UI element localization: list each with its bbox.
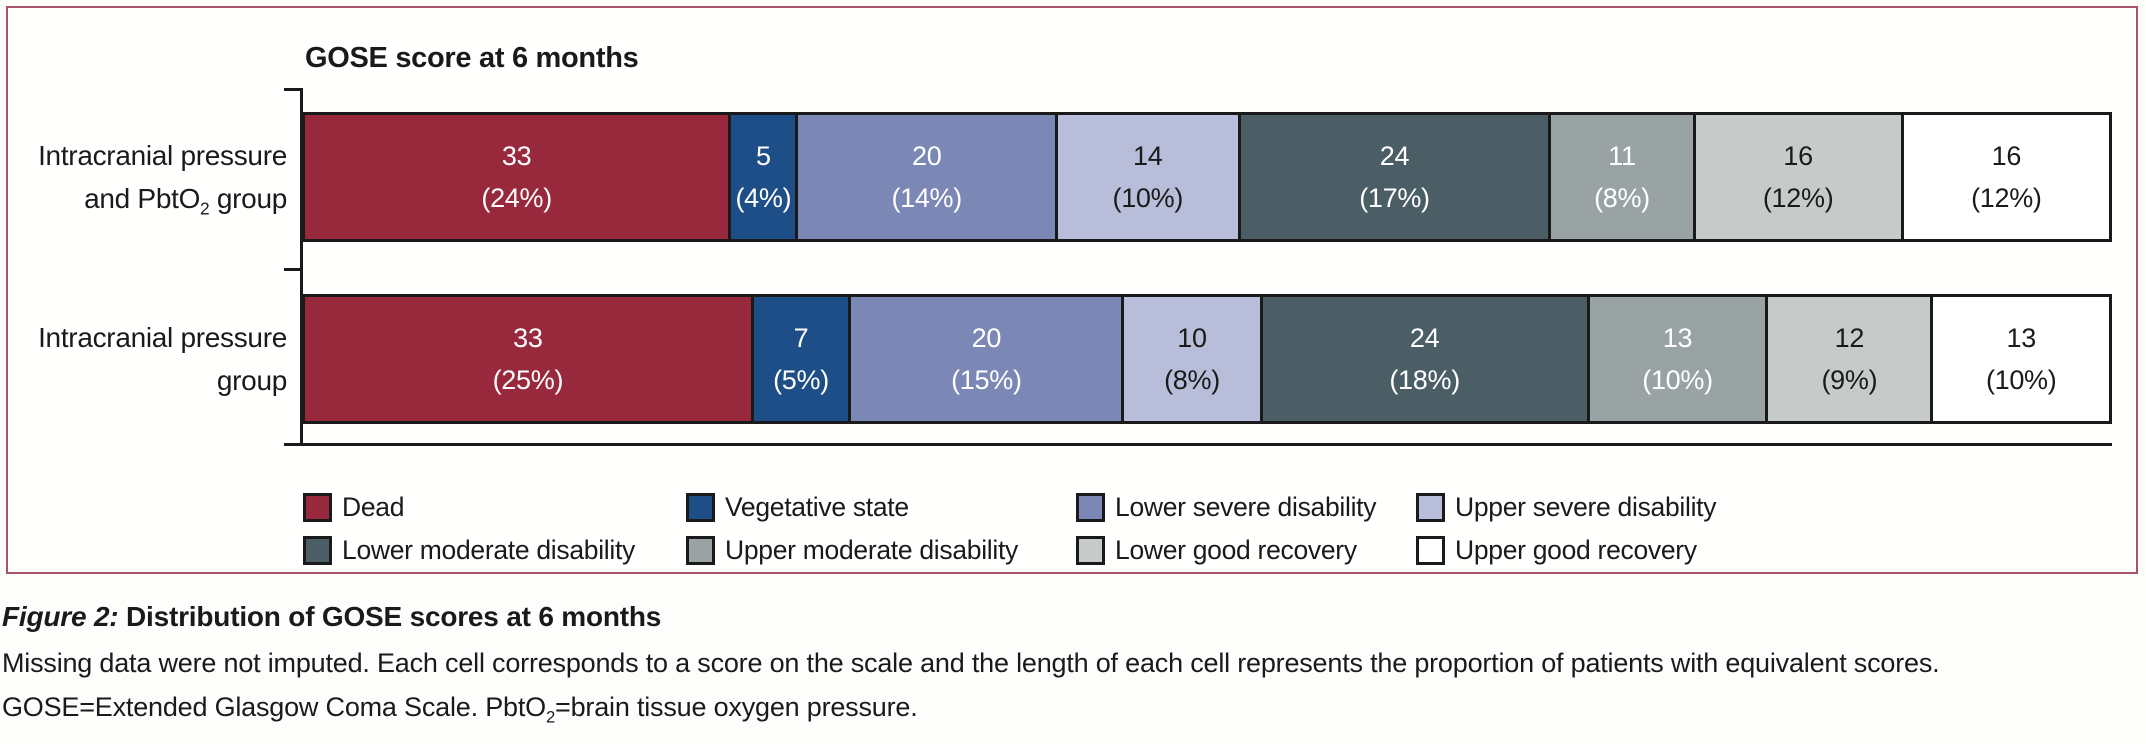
legend-swatch xyxy=(1076,493,1105,522)
legend-swatch xyxy=(686,536,715,565)
subscript: 2 xyxy=(200,198,210,219)
bar-segment-vegetative-state: 7 (5%) xyxy=(750,297,849,421)
segment-percent: (12%) xyxy=(1971,183,2042,213)
segment-count: 12 xyxy=(1834,323,1865,353)
segment-count: 24 xyxy=(1409,323,1440,353)
bar-segment-upper-moderate-disability: 11 (8%) xyxy=(1548,115,1693,239)
x-axis-baseline xyxy=(284,443,2112,446)
bar-segment-upper-moderate-disability: 13 (10%) xyxy=(1586,297,1766,421)
bar-row-label: Intracranial pressure and PbtO2 group xyxy=(8,134,287,220)
segment-count: 10 xyxy=(1177,323,1207,353)
caption-abbreviations: GOSE=Extended Glasgow Coma Scale. PbtO2=… xyxy=(2,692,918,727)
segment-percent: (18%) xyxy=(1389,365,1460,395)
stacked-bar-row: 33 (24%) 5 (4%) 20 (14%) 14 (10%) 24 (17%) 11 (8%) 1… xyxy=(302,112,2112,242)
segment-percent: (10%) xyxy=(1985,365,2057,395)
segment-percent: (10%) xyxy=(1112,183,1184,213)
legend-label: Upper moderate disability xyxy=(725,535,1018,565)
legend-swatch xyxy=(1416,536,1445,565)
row-label-line: and PbtO2 group xyxy=(84,183,287,219)
bar-segment-vegetative-state: 5 (4%) xyxy=(728,115,796,239)
legend-label: Lower moderate disability xyxy=(342,535,635,565)
y-axis-line xyxy=(300,88,303,446)
bar-segment-lower-moderate-disability: 24 (18%) xyxy=(1259,297,1587,421)
segment-count: 20 xyxy=(971,323,1002,353)
stacked-bar-row: 33 (25%) 7 (5%) 20 (15%) 10 (8%) 24 (18%) 13 (10%) 1… xyxy=(302,294,2112,424)
legend-swatch xyxy=(303,493,332,522)
segment-count: 16 xyxy=(1783,141,1813,171)
segment-count: 33 xyxy=(501,141,532,171)
bar-segment-dead: 33 (24%) xyxy=(305,115,729,239)
bar-segment-upper-severe-disability: 10 (8%) xyxy=(1121,297,1260,421)
legend-swatch xyxy=(1076,536,1105,565)
caption-body: Missing data were not imputed. Each cell… xyxy=(2,648,1940,678)
caption-title-text: Distribution of GOSE scores at 6 months xyxy=(118,601,662,632)
caption-title: Figure 2: Distribution of GOSE scores at… xyxy=(2,601,2144,633)
segment-percent: (14%) xyxy=(891,183,962,213)
bar-segment-upper-severe-disability: 14 (10%) xyxy=(1054,115,1238,239)
segment-percent: (24%) xyxy=(481,183,552,213)
legend-label: Lower severe disability xyxy=(1115,492,1377,522)
segment-percent: (9%) xyxy=(1821,365,1878,395)
bar-segment-lower-severe-disability: 20 (15%) xyxy=(848,297,1122,421)
segment-percent: (8%) xyxy=(1594,183,1650,213)
legend: Dead Vegetative state Lower severe disabil… xyxy=(303,486,1716,572)
segment-percent: (17%) xyxy=(1359,183,1430,213)
legend-label: Upper good recovery xyxy=(1455,535,1697,565)
segment-count: 11 xyxy=(1608,141,1636,171)
legend-swatch xyxy=(1416,493,1445,522)
bar-segment-lower-good-recovery: 16 (12%) xyxy=(1692,115,1901,239)
segment-percent: (8%) xyxy=(1164,365,1220,395)
segment-count: 13 xyxy=(2006,323,2036,353)
legend-label: Dead xyxy=(342,492,405,522)
row-label-line: group xyxy=(216,365,287,396)
legend-label: Upper severe disability xyxy=(1455,492,1717,522)
legend-item-upper-good-recovery: Upper good recovery xyxy=(1416,535,1716,566)
legend-item-lower-moderate-disability: Lower moderate disability xyxy=(303,535,686,566)
chart-title: GOSE score at 6 months xyxy=(305,42,639,74)
segment-count: 16 xyxy=(1991,141,2022,171)
legend-label: Lower good recovery xyxy=(1115,535,1357,565)
bar-segment-lower-moderate-disability: 24 (17%) xyxy=(1237,115,1549,239)
bar-segment-lower-severe-disability: 20 (14%) xyxy=(795,115,1055,239)
legend-swatch xyxy=(303,536,332,565)
segment-percent: (15%) xyxy=(951,365,1022,395)
y-axis-tick-top xyxy=(284,88,303,91)
segment-count: 7 xyxy=(793,323,809,353)
segment-count: 20 xyxy=(911,141,942,171)
figure-panel: GOSE score at 6 months 33 (24%) 5 (4%) 20 (14… xyxy=(6,6,2138,574)
legend-item-upper-severe-disability: Upper severe disability xyxy=(1416,492,1716,523)
legend-swatch xyxy=(686,493,715,522)
figure-caption: Figure 2: Distribution of GOSE scores at… xyxy=(2,601,2144,727)
segment-count: 33 xyxy=(513,323,543,353)
legend-item-lower-good-recovery: Lower good recovery xyxy=(1076,535,1416,566)
segment-percent: (5%) xyxy=(773,365,829,395)
segment-percent: (25%) xyxy=(492,365,564,395)
bar-segment-dead: 33 (25%) xyxy=(305,297,751,421)
caption-figure-label: Figure 2: xyxy=(2,601,119,632)
segment-count: 14 xyxy=(1133,141,1163,171)
segment-count: 13 xyxy=(1662,323,1693,353)
bar-segment-lower-good-recovery: 12 (9%) xyxy=(1765,297,1931,421)
row-label-line: Intracranial pressure xyxy=(38,322,287,353)
segment-count: 24 xyxy=(1379,141,1410,171)
bar-segment-upper-good-recovery: 16 (12%) xyxy=(1900,115,2109,239)
bar-row-label: Intracranial pressure group xyxy=(8,316,287,402)
segment-percent: (12%) xyxy=(1762,183,1834,213)
legend-label: Vegetative state xyxy=(725,492,909,522)
segment-count: 5 xyxy=(756,141,771,171)
subscript: 2 xyxy=(545,707,556,727)
legend-item-vegetative-state: Vegetative state xyxy=(686,492,1076,523)
segment-percent: (10%) xyxy=(1642,365,1713,395)
row-label-line: Intracranial pressure xyxy=(38,140,287,171)
y-axis-tick-middle xyxy=(284,268,303,271)
legend-item-dead: Dead xyxy=(303,492,686,523)
legend-item-lower-severe-disability: Lower severe disability xyxy=(1076,492,1416,523)
legend-item-upper-moderate-disability: Upper moderate disability xyxy=(686,535,1076,566)
bar-segment-upper-good-recovery: 13 (10%) xyxy=(1930,297,2109,421)
segment-percent: (4%) xyxy=(735,183,792,213)
